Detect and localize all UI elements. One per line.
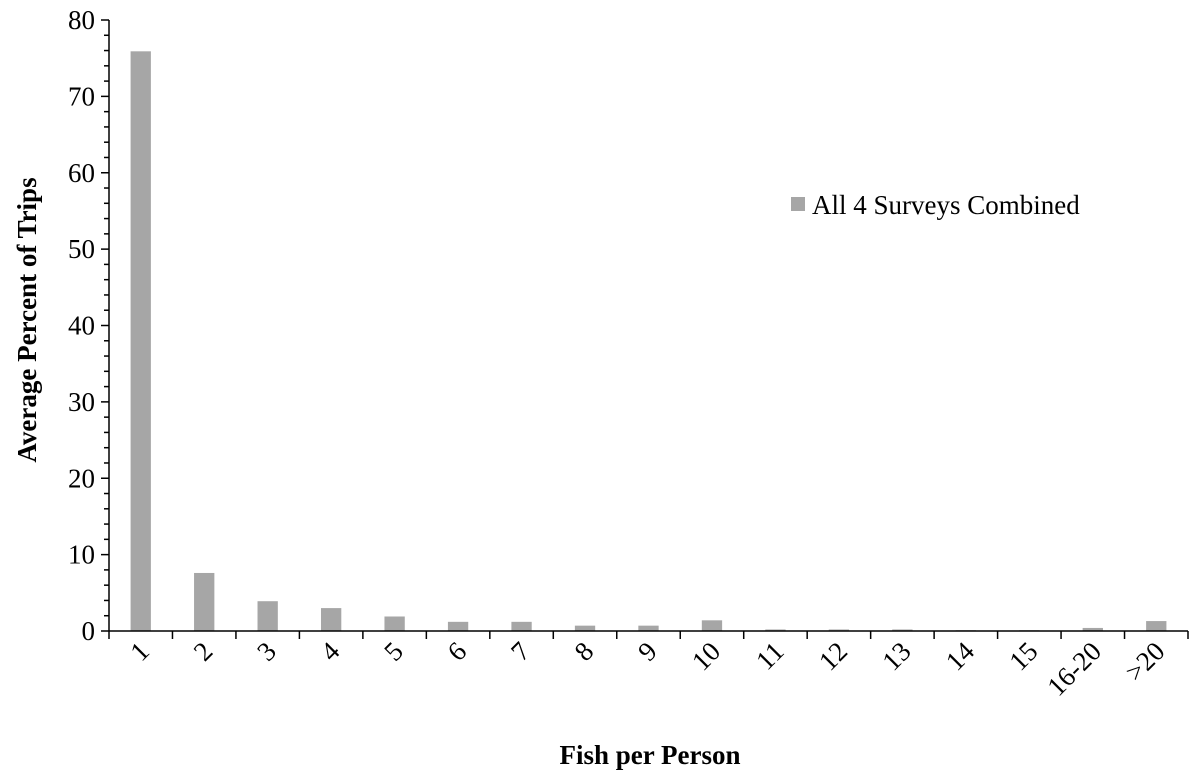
x-tick-label: 14 <box>940 636 981 677</box>
bar-9 <box>638 625 659 631</box>
bar-6 <box>447 621 469 631</box>
x-tick-label: 7 <box>505 636 536 667</box>
y-tick-label: 20 <box>68 463 95 493</box>
bars-layer <box>130 51 1167 632</box>
bar-11 <box>765 629 786 631</box>
legend-swatch <box>791 197 805 211</box>
x-axis-title: Fish per Person <box>560 740 741 770</box>
x-tick-label: 4 <box>315 636 346 667</box>
bar-1 <box>130 51 151 632</box>
x-tick-label: 12 <box>813 636 853 676</box>
bar-13 <box>892 629 913 631</box>
x-tick-label: 10 <box>686 636 726 676</box>
bar-16-20 <box>1082 627 1103 631</box>
y-axis-title: Average Percent of Trips <box>12 177 42 462</box>
x-tick-label: 11 <box>750 636 790 676</box>
legend: All 4 Surveys Combined <box>791 190 1080 220</box>
bar-7 <box>511 621 532 631</box>
x-tick-label: 8 <box>569 636 600 667</box>
axes-layer <box>101 19 1189 639</box>
x-tick-label: 13 <box>876 636 916 676</box>
y-tick-label: 40 <box>68 311 95 341</box>
bar-4 <box>320 608 342 631</box>
x-tick-label: 5 <box>378 636 409 667</box>
y-tick-label: 70 <box>68 81 95 111</box>
x-tick-label: 2 <box>188 636 219 667</box>
bar-10 <box>701 620 723 631</box>
x-tick-label: 9 <box>632 636 663 667</box>
x-tick-label: 16-20 <box>1041 636 1107 702</box>
y-tick-label: 10 <box>68 540 95 570</box>
bar-5 <box>384 616 405 631</box>
bar->20 <box>1146 621 1167 631</box>
bar-3 <box>257 601 278 631</box>
x-tick-label: 1 <box>124 636 155 667</box>
x-tick-label: >20 <box>1119 636 1170 687</box>
x-tick-label: 6 <box>442 636 473 667</box>
y-tick-label: 0 <box>82 616 96 646</box>
y-tick-label: 80 <box>68 5 95 35</box>
x-tick-label: 15 <box>1003 636 1043 676</box>
y-tick-label: 60 <box>68 158 95 188</box>
bar-2 <box>194 572 215 631</box>
x-tick-label: 3 <box>251 636 282 667</box>
y-tick-label: 30 <box>68 387 95 417</box>
bar-12 <box>828 629 850 631</box>
bar-8 <box>574 625 596 631</box>
y-tick-label: 50 <box>68 234 95 264</box>
legend-label: All 4 Surveys Combined <box>812 190 1080 220</box>
